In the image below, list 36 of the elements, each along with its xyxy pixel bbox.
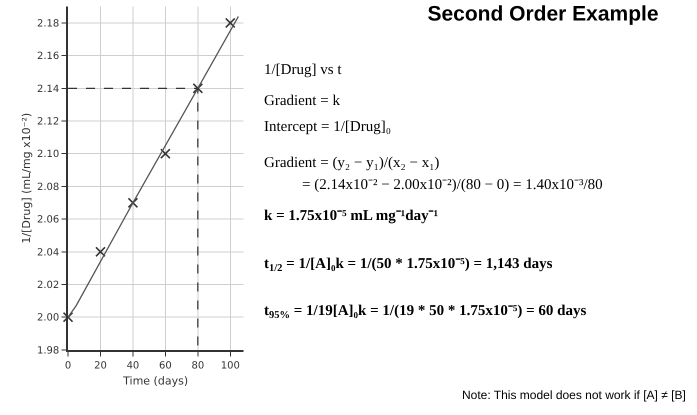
- y-tick-label: 2.18: [37, 18, 60, 30]
- x-tick-label: 60: [159, 360, 172, 372]
- text: Intercept = 1/[Drug]₀: [264, 119, 391, 135]
- text: k = 1.75x10⁻⁵ mL mg⁻¹day⁻¹: [264, 208, 438, 224]
- point: [160, 148, 171, 160]
- point: [95, 246, 106, 258]
- x-tick-label: 20: [94, 360, 107, 372]
- x-tick-label: 100: [220, 360, 240, 372]
- y-tick-label: 2.14: [37, 84, 60, 95]
- point: [62, 312, 74, 322]
- y-tick-label: 2.12: [37, 116, 60, 128]
- text: t$_{95%}$ = 1/19[A]₀k = 1/(19 * 50 * 1.75x10⁻⁵) = 60 days: [264, 303, 586, 322]
- x-tick-label: 0: [64, 360, 72, 372]
- y-tick-label: 2.10: [37, 149, 60, 160]
- y-tick-label: 1.98: [37, 345, 60, 356]
- point: [192, 83, 204, 94]
- y-axis-title: 1/[Drug] (mL/mg x10⁻²): [20, 112, 34, 244]
- point: [224, 18, 236, 28]
- x-tick-label: 40: [126, 360, 140, 372]
- x-tick-label: 80: [191, 360, 204, 372]
- y-tick-label: 2.06: [37, 214, 60, 226]
- line-series: [68, 16, 240, 318]
- text: t$_{1/2}$ = 1/[A]₀k = 1/(50 * 1.75x10⁻⁵) = 1,143 days: [264, 256, 553, 274]
- y-tick-label: 2.16: [37, 51, 60, 62]
- y-tick-label: 2.00: [37, 312, 60, 324]
- x-axis-title: Time (days): [122, 374, 188, 388]
- text: Second Order Example: [427, 2, 659, 26]
- text: Gradient = (y₂ − y₁)/(x₂ − x₁): [264, 155, 440, 171]
- y-tick-label: 2.08: [37, 182, 60, 193]
- text: Gradient = k: [264, 93, 340, 109]
- y-tick-label: 2.02: [37, 280, 60, 291]
- y-tick-label: 2.04: [37, 247, 60, 258]
- text: 1/[Drug] vs t: [264, 62, 342, 78]
- text: = (2.14x10⁻² − 2.00x10⁻²)/(80 − 0) = 1.40x10⁻³/80: [302, 177, 603, 193]
- text: Note: This model does not work if [A] ≠ [B]: [462, 388, 686, 402]
- point: [128, 197, 138, 208]
